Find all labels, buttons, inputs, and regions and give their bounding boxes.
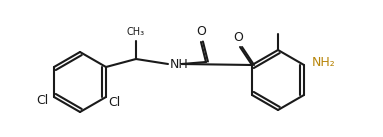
Text: Cl: Cl [36,95,48,108]
Text: NH: NH [170,58,189,71]
Text: Cl: Cl [108,96,120,109]
Text: O: O [233,31,243,44]
Text: CH₃: CH₃ [127,27,145,37]
Text: O: O [196,25,206,38]
Text: NH₂: NH₂ [312,56,336,69]
